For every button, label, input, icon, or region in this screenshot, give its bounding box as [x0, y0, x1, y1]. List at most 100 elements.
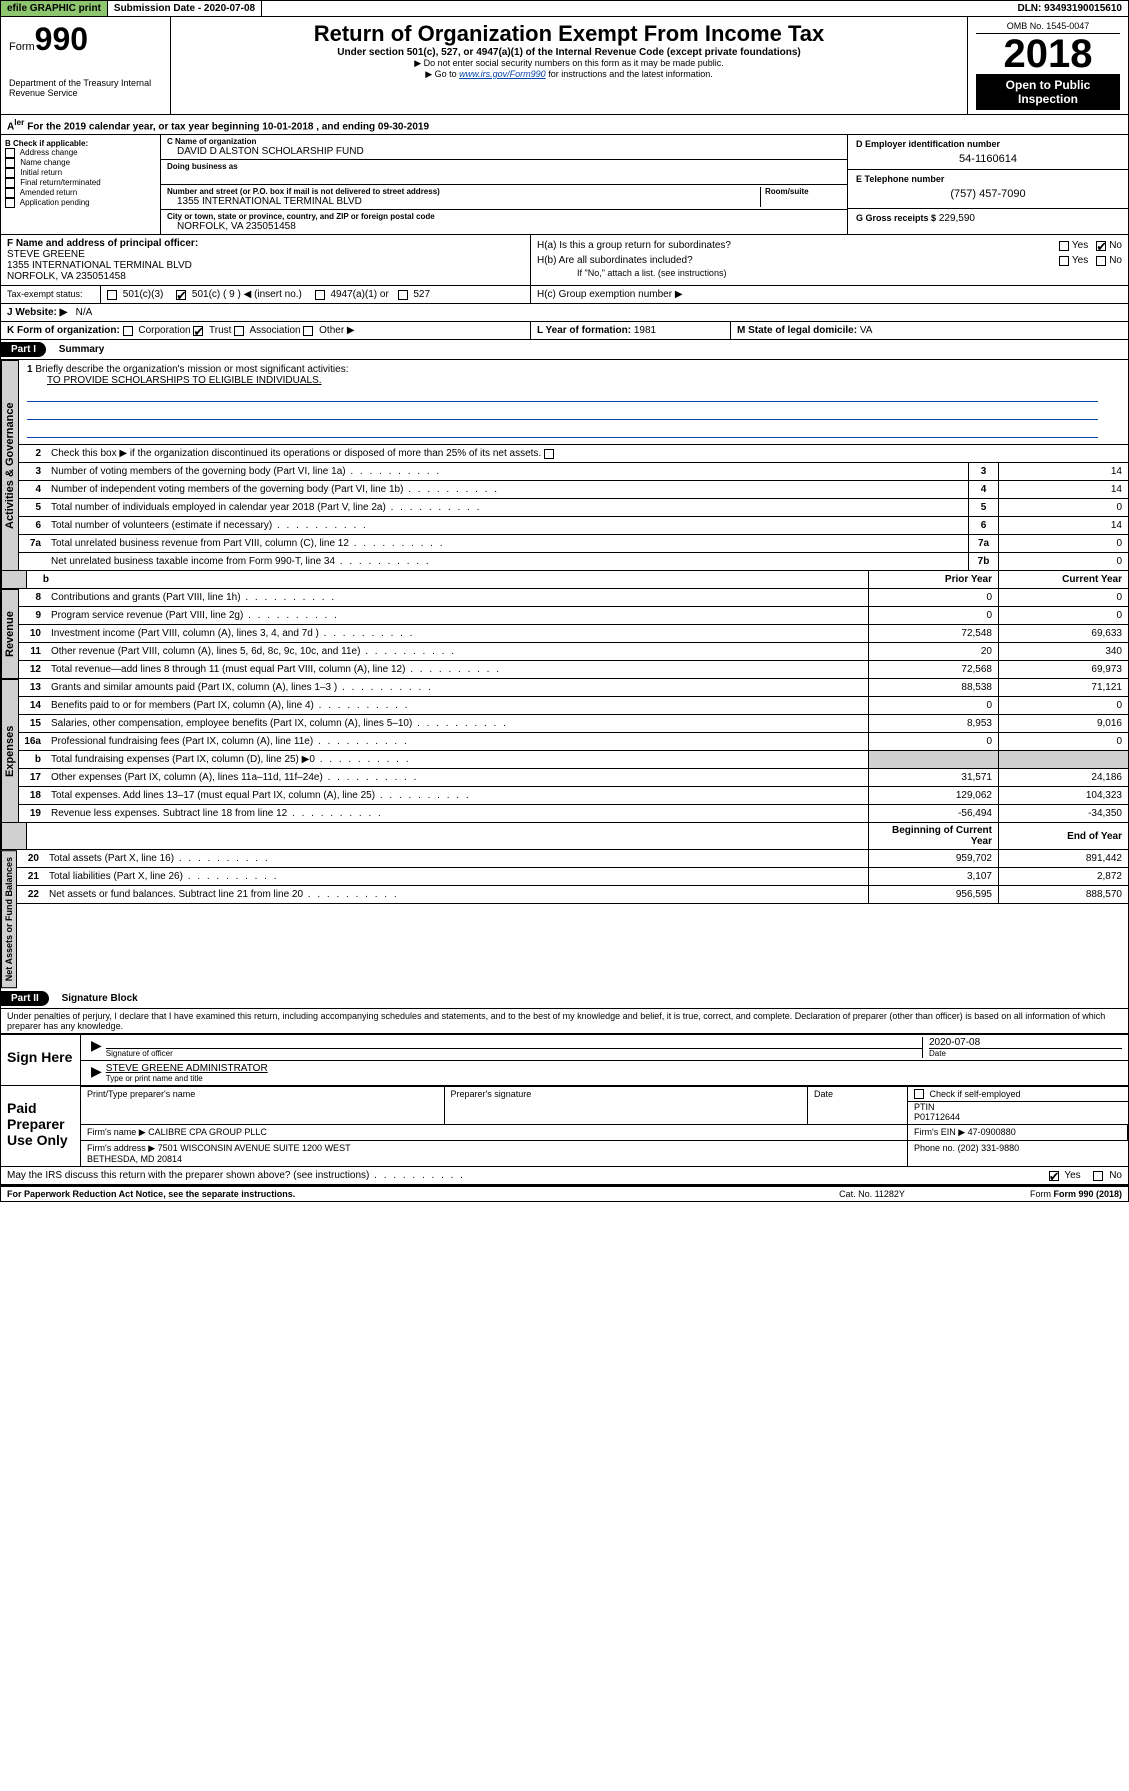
- line-desc: Program service revenue (Part VIII, line…: [47, 608, 868, 623]
- firm-phone: (202) 331-9880: [958, 1143, 1020, 1153]
- tax-year-line: Aler For the 2019 calendar year, or tax …: [1, 115, 1128, 135]
- line-desc: Total fundraising expenses (Part IX, col…: [47, 752, 868, 767]
- yes-text2: Yes: [1072, 255, 1088, 266]
- boxb-checkbox[interactable]: [5, 198, 15, 208]
- discuss-yes: Yes: [1064, 1170, 1080, 1181]
- addr-label: Number and street (or P.O. box if mail i…: [167, 187, 756, 196]
- org-address: 1355 INTERNATIONAL TERMINAL BLVD: [167, 196, 756, 207]
- boxb-checkbox[interactable]: [5, 178, 15, 188]
- prior-amount: 8,953: [868, 715, 998, 732]
- line-desc: Professional fundraising fees (Part IX, …: [47, 734, 868, 749]
- prior-amount: 20: [868, 643, 998, 660]
- gross-label: G Gross receipts $: [856, 213, 936, 223]
- self-emp-label: Check if self-employed: [930, 1089, 1021, 1099]
- l1-value: TO PROVIDE SCHOLARSHIPS TO ELIGIBLE INDI…: [27, 375, 1120, 386]
- line-desc: Total assets (Part X, line 16): [45, 851, 868, 866]
- beg-year-header: Beginning of Current Year: [868, 823, 998, 849]
- prior-amount: [868, 751, 998, 768]
- line-amount: 0: [998, 553, 1128, 570]
- k-corp-checkbox[interactable]: [123, 326, 133, 336]
- line-desc: Total expenses. Add lines 13–17 (must eq…: [47, 788, 868, 803]
- prep-name-label: Print/Type preparer's name: [81, 1087, 445, 1126]
- boxb-checkbox[interactable]: [5, 158, 15, 168]
- 501c-checkbox[interactable]: [176, 290, 186, 300]
- dln: DLN: 93493190015610: [1011, 1, 1128, 16]
- tab-net-assets: Net Assets or Fund Balances: [1, 850, 17, 988]
- arrow-icon: ▶: [87, 1063, 106, 1083]
- phone-label: E Telephone number: [856, 174, 1120, 184]
- l2-checkbox[interactable]: [544, 449, 554, 459]
- line-desc: Benefits paid to or for members (Part IX…: [47, 698, 868, 713]
- paid-preparer-label: Paid Preparer Use Only: [1, 1086, 81, 1167]
- c-name-label: C Name of organization: [167, 137, 841, 146]
- dba-label: Doing business as: [167, 162, 841, 171]
- line-desc: Number of independent voting members of …: [47, 482, 968, 497]
- discuss-yes-checkbox[interactable]: [1049, 1171, 1059, 1181]
- prior-amount: 0: [868, 589, 998, 606]
- current-amount: 891,442: [998, 850, 1128, 867]
- officer-addr1: 1355 INTERNATIONAL TERMINAL BLVD: [7, 260, 524, 271]
- part-ii-title: Signature Block: [52, 993, 138, 1004]
- current-amount: 2,872: [998, 868, 1128, 885]
- ha-no-checkbox[interactable]: [1096, 241, 1106, 251]
- hb-yes-checkbox[interactable]: [1059, 256, 1069, 266]
- pra-notice: For Paperwork Reduction Act Notice, see …: [7, 1189, 772, 1199]
- boxb-checkbox[interactable]: [5, 168, 15, 178]
- k-other: Other ▶: [319, 325, 354, 336]
- efile-button[interactable]: efile GRAPHIC print: [1, 1, 108, 16]
- l-value: 1981: [634, 325, 656, 336]
- ptin-value: P01712644: [914, 1112, 960, 1122]
- l-label: L Year of formation:: [537, 325, 631, 336]
- note-ssn: ▶ Do not enter social security numbers o…: [179, 58, 959, 69]
- ptin-label: PTIN: [914, 1102, 935, 1112]
- line-desc: Other expenses (Part IX, column (A), lin…: [47, 770, 868, 785]
- line-amount: 14: [998, 481, 1128, 498]
- line-desc: Total unrelated business revenue from Pa…: [47, 536, 968, 551]
- 4947-label: 4947(a)(1) or: [330, 289, 388, 300]
- sig-name: STEVE GREENE ADMINISTRATOR: [106, 1063, 1122, 1074]
- firm-ein: 47-0900880: [968, 1127, 1016, 1137]
- sig-date: 2020-07-08: [929, 1037, 1122, 1048]
- k-label: K Form of organization:: [7, 325, 120, 336]
- l1-label: Briefly describe the organization's miss…: [35, 364, 348, 375]
- form-title: Return of Organization Exempt From Incom…: [179, 21, 959, 47]
- ein-value: 54-1160614: [856, 149, 1120, 169]
- boxb-checkbox[interactable]: [5, 148, 15, 158]
- gross-value: 229,590: [939, 213, 975, 224]
- 501c3-checkbox[interactable]: [107, 290, 117, 300]
- k-assoc: Association: [249, 325, 300, 336]
- 4947-checkbox[interactable]: [315, 290, 325, 300]
- k-corp: Corporation: [138, 325, 190, 336]
- tax-exempt-label: Tax-exempt status:: [1, 286, 101, 303]
- firm-addr-label: Firm's address ▶: [87, 1143, 155, 1153]
- prior-amount: 72,548: [868, 625, 998, 642]
- line-desc: Revenue less expenses. Subtract line 18 …: [47, 806, 868, 821]
- prior-amount: 3,107: [868, 868, 998, 885]
- prior-amount: -56,494: [868, 805, 998, 822]
- k-assoc-checkbox[interactable]: [234, 326, 244, 336]
- room-label: Room/suite: [765, 187, 841, 196]
- arrow-icon: ▶: [87, 1037, 106, 1058]
- ha-yes-checkbox[interactable]: [1059, 241, 1069, 251]
- irs-link[interactable]: www.irs.gov/Form990: [459, 69, 546, 79]
- current-amount: -34,350: [998, 805, 1128, 822]
- discuss-no-checkbox[interactable]: [1093, 1171, 1103, 1181]
- boxb-checkbox[interactable]: [5, 188, 15, 198]
- current-amount: 340: [998, 643, 1128, 660]
- no-text: No: [1109, 240, 1122, 251]
- line-desc: Total revenue—add lines 8 through 11 (mu…: [47, 662, 868, 677]
- prior-amount: 88,538: [868, 679, 998, 696]
- l2-desc: Check this box ▶ if the organization dis…: [47, 446, 1128, 461]
- 527-checkbox[interactable]: [398, 290, 408, 300]
- hb-no-checkbox[interactable]: [1096, 256, 1106, 266]
- line-amount: 14: [998, 517, 1128, 534]
- line-desc: Total number of individuals employed in …: [47, 500, 968, 515]
- self-employed-checkbox[interactable]: [914, 1089, 924, 1099]
- line-amount: 0: [998, 535, 1128, 552]
- perjury-declaration: Under penalties of perjury, I declare th…: [1, 1009, 1128, 1034]
- k-other-checkbox[interactable]: [303, 326, 313, 336]
- current-amount: 0: [998, 589, 1128, 606]
- k-trust-checkbox[interactable]: [193, 326, 203, 336]
- line-desc: Total number of volunteers (estimate if …: [47, 518, 968, 533]
- note-goto-post: for instructions and the latest informat…: [546, 69, 713, 79]
